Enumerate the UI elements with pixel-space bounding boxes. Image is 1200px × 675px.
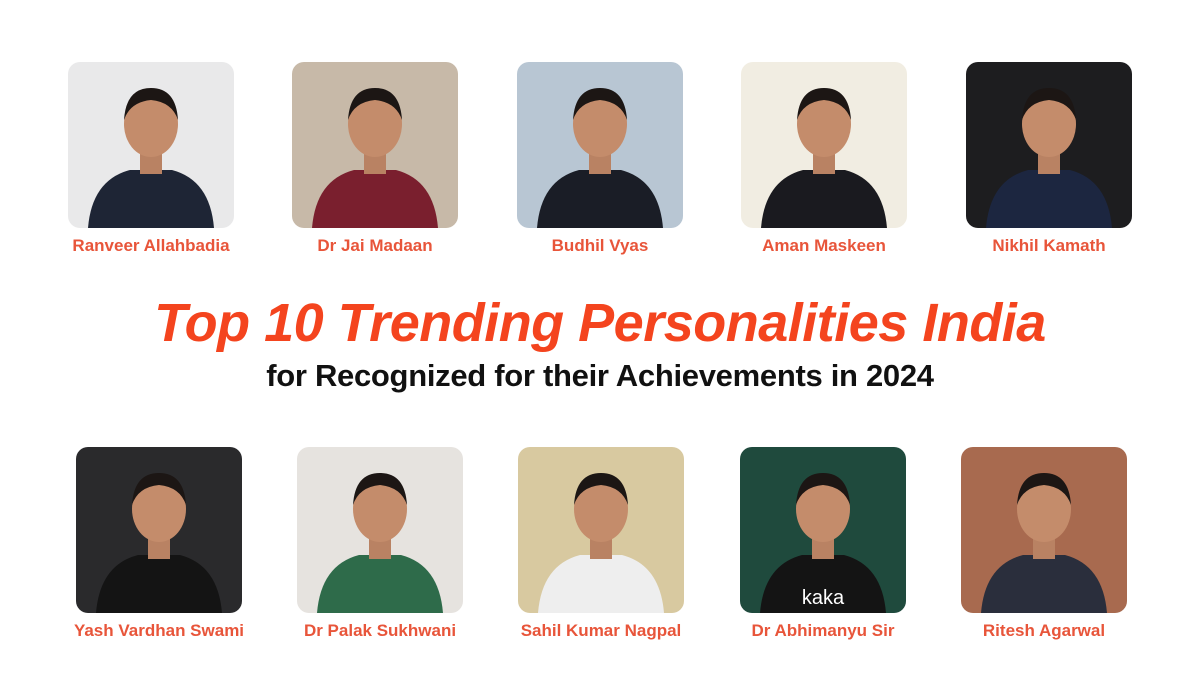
portrait-photo (68, 62, 234, 228)
personality-name: Nikhil Kamath (992, 236, 1106, 255)
portrait-photo: kaka (740, 447, 906, 613)
person-silhouette (517, 62, 683, 228)
personality-name: Budhil Vyas (551, 236, 649, 255)
portrait-photo (518, 447, 684, 613)
person-silhouette (297, 447, 463, 613)
shirt-logo-text: kaka (801, 587, 845, 609)
page-subtitle: for Recognized for their Achievements in… (266, 358, 934, 393)
portrait-photo (297, 447, 463, 613)
personality-card: kaka Dr Abhimanyu Sir (740, 447, 906, 641)
personality-card: Aman Maskeen (741, 62, 907, 256)
personality-card: Dr Palak Sukhwani (297, 447, 463, 641)
portrait-photo (966, 62, 1132, 228)
personality-name: Aman Maskeen (762, 236, 886, 255)
person-silhouette (292, 62, 458, 228)
portrait-photo (292, 62, 458, 228)
person-silhouette (76, 447, 242, 613)
personality-name: Ranveer Allahbadia (72, 236, 230, 255)
person-silhouette (741, 62, 907, 228)
personality-name: Dr Abhimanyu Sir (751, 621, 895, 640)
personality-name: Yash Vardhan Swami (73, 621, 245, 640)
personality-card: Sahil Kumar Nagpal (518, 447, 684, 641)
personality-card: Nikhil Kamath (966, 62, 1132, 256)
personality-card: Ritesh Agarwal (961, 447, 1127, 641)
personality-name: Dr Jai Madaan (317, 236, 433, 255)
portrait-photo (517, 62, 683, 228)
personality-name: Ritesh Agarwal (982, 621, 1106, 640)
personality-card: Dr Jai Madaan (292, 62, 458, 256)
portrait-photo (741, 62, 907, 228)
personality-card: Budhil Vyas (517, 62, 683, 256)
person-silhouette (518, 447, 684, 613)
personality-card: Yash Vardhan Swami (74, 447, 244, 641)
personality-name: Sahil Kumar Nagpal (520, 621, 682, 640)
portrait-photo (76, 447, 242, 613)
page-title: Top 10 Trending Personalities India (154, 293, 1046, 353)
person-silhouette (740, 447, 906, 613)
person-silhouette (68, 62, 234, 228)
personality-name: Dr Palak Sukhwani (303, 621, 457, 640)
portrait-photo (961, 447, 1127, 613)
personality-card: Ranveer Allahbadia (68, 62, 234, 256)
person-silhouette (961, 447, 1127, 613)
person-silhouette (966, 62, 1132, 228)
